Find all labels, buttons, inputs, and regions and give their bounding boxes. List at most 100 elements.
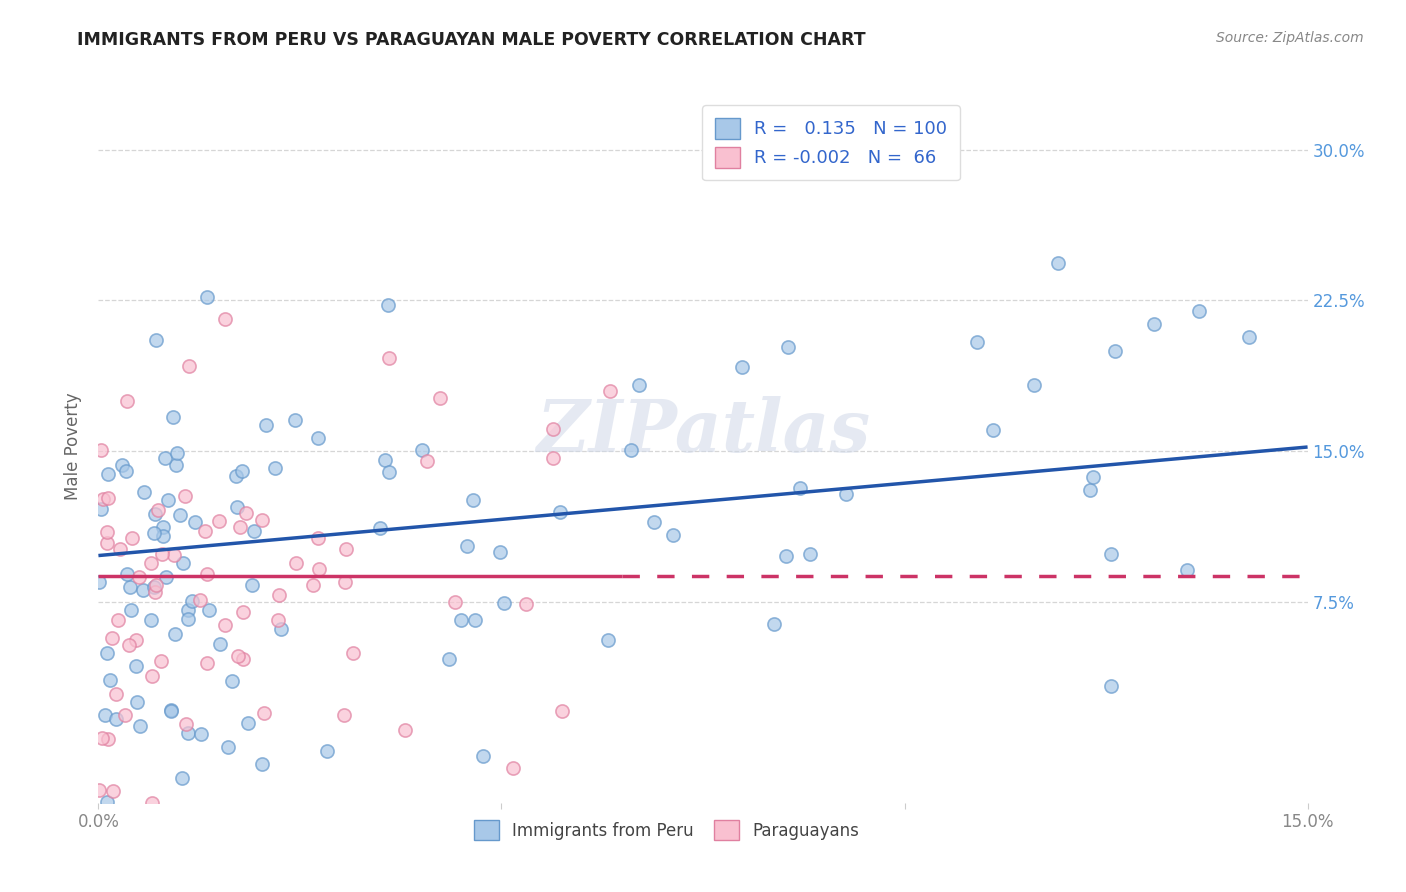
Point [89,783,111,797]
Point [166,446,188,460]
Point [117,566,139,581]
Point [411,442,433,457]
Point [1104,344,1126,359]
Point [98,673,121,687]
Point [120,603,142,617]
Point [240,578,263,592]
Point [548,505,571,519]
Point [541,450,564,465]
Point [195,290,218,304]
Point [250,757,273,772]
Point [267,588,290,602]
Point [165,458,187,472]
Point [96,796,118,810]
Point [177,725,200,739]
Point [270,623,292,637]
Point [128,719,150,733]
Point [121,532,143,546]
Point [145,334,167,348]
Point [194,524,217,539]
Point [172,557,194,571]
Point [177,359,200,373]
Point [456,539,478,553]
Point [96,536,118,550]
Point [208,514,231,528]
Point [307,531,329,545]
Point [266,613,288,627]
Point [730,360,752,375]
Point [236,715,259,730]
Point [834,487,856,501]
Point [308,561,330,575]
Point [91,492,114,507]
Point [183,515,205,529]
Point [128,569,150,583]
Point [172,772,194,786]
Point [221,673,243,688]
Point [145,578,167,592]
Point [264,461,287,475]
Point [1046,255,1069,269]
Point [90,442,112,457]
Point [177,603,200,617]
Point [195,567,218,582]
Point [429,391,451,405]
Point [1022,377,1045,392]
Point [335,542,357,557]
Point [190,593,212,607]
Point [302,578,325,592]
Point [111,458,134,473]
Point [141,669,163,683]
Y-axis label: Male Poverty: Male Poverty [65,392,83,500]
Point [152,529,174,543]
Point [96,646,118,660]
Point [142,525,165,540]
Point [342,647,364,661]
Point [143,580,166,594]
Point [307,431,329,445]
Point [471,749,494,764]
Point [190,727,212,741]
Point [115,464,138,478]
Point [450,613,472,627]
Point [139,556,162,570]
Point [489,545,512,559]
Point [97,491,120,505]
Point [235,506,257,520]
Point [195,656,218,670]
Point [157,492,180,507]
Point [1099,679,1122,693]
Point [101,632,124,646]
Point [163,548,186,562]
Point [378,351,401,366]
Point [599,384,621,399]
Point [162,410,184,425]
Point [515,597,537,611]
Point [551,704,574,718]
Point [596,632,619,647]
Point [107,613,129,627]
Point [198,602,221,616]
Point [125,632,148,647]
Point [110,541,132,556]
Point [1187,304,1209,318]
Point [232,605,254,619]
Point [1237,330,1260,344]
Point [160,703,183,717]
Point [152,519,174,533]
Point [176,717,198,731]
Point [181,593,204,607]
Point [97,467,120,482]
Point [253,706,276,720]
Point [120,580,142,594]
Point [415,454,437,468]
Point [148,503,170,517]
Point [217,739,239,754]
Legend: Immigrants from Peru, Paraguayans: Immigrants from Peru, Paraguayans [465,812,868,848]
Point [143,585,166,599]
Point [132,484,155,499]
Point [643,515,665,529]
Point [444,595,467,609]
Point [90,501,112,516]
Point [243,524,266,538]
